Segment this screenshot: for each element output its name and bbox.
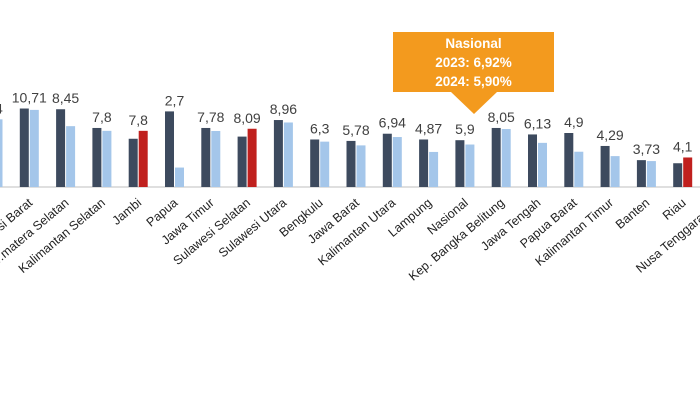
bar-2024 <box>501 129 511 187</box>
category-tick-label: Riau <box>660 196 689 223</box>
bar-2024 <box>211 130 221 187</box>
bar-2023 <box>455 140 465 187</box>
data-label: 5,78 <box>342 122 369 138</box>
data-label: 9,4 <box>0 100 3 116</box>
bar-2024 <box>29 109 39 187</box>
bar-2024 <box>465 144 475 187</box>
callout-title: Nasional <box>445 36 502 51</box>
category-tick-label: Banten <box>613 196 652 232</box>
data-label: 7,8 <box>128 112 148 128</box>
bar-2024 <box>646 161 656 187</box>
bar-2023 <box>310 139 320 187</box>
data-label: 8,09 <box>233 110 260 126</box>
data-label: 6,94 <box>379 115 406 131</box>
data-label: 10,71 <box>12 90 47 106</box>
data-label: 4,87 <box>415 120 442 136</box>
callout-arrow <box>451 92 497 114</box>
data-label: 2,7 <box>165 92 185 108</box>
bar-2023 <box>382 133 392 187</box>
callout-2024: 2024: 5,90% <box>435 74 512 89</box>
bar-2023 <box>673 163 683 187</box>
bar-2024 <box>356 145 366 187</box>
data-label: 7,8 <box>92 109 112 125</box>
bar-2023 <box>273 120 283 187</box>
bar-2024 <box>392 137 402 187</box>
bar-2024 <box>538 142 547 187</box>
bar-2023 <box>237 136 247 187</box>
bar-2023 <box>419 139 429 187</box>
callout-2023: 2023: 6,92% <box>435 55 512 70</box>
national-callout: Nasional 2023: 6,92% 2024: 5,90% <box>393 32 554 92</box>
bar-2024 <box>610 156 620 187</box>
bar-2024 <box>175 167 184 187</box>
bar-2023 <box>491 127 501 187</box>
bar-2024 <box>66 126 76 187</box>
bar-2024 <box>247 128 257 187</box>
data-label: 8,96 <box>270 101 297 117</box>
bar-2023 <box>600 145 610 187</box>
bar-2024 <box>138 130 148 187</box>
bar-2023 <box>528 134 537 187</box>
bar-2023 <box>201 127 211 187</box>
bar-2023 <box>346 140 356 187</box>
data-labels-layer: 9,4 10,71 8,45 7,8 7,8 2,7 7,78 8,09 8,96 6,3 5,78… <box>0 90 693 158</box>
data-label: 7,78 <box>197 109 224 125</box>
category-tick-label: Jambi <box>110 196 145 228</box>
bar-2023 <box>19 108 29 187</box>
data-label: 6,3 <box>310 120 330 136</box>
bar-2024 <box>574 151 584 187</box>
bar-2024 <box>683 157 693 187</box>
data-label: 4,29 <box>596 127 623 143</box>
data-label: 5,9 <box>455 121 475 137</box>
bar-2023 <box>56 109 66 187</box>
data-label: 4,1 <box>673 138 693 154</box>
bar-2023 <box>165 111 174 187</box>
bar-2024 <box>102 130 112 187</box>
bar-2023 <box>564 133 574 187</box>
data-label: 8,45 <box>52 90 79 106</box>
bar-2024 <box>429 151 439 187</box>
bar-2024 <box>283 122 293 187</box>
bar-2023 <box>92 127 102 187</box>
bar-2023 <box>128 138 138 187</box>
bar-2023 <box>636 160 646 187</box>
data-label: 3,73 <box>633 141 660 157</box>
bar-2024 <box>0 119 3 187</box>
data-label: 4,9 <box>564 114 584 130</box>
bar-2024 <box>320 141 330 187</box>
bars-layer <box>0 108 693 187</box>
data-label: 6,13 <box>524 115 551 131</box>
